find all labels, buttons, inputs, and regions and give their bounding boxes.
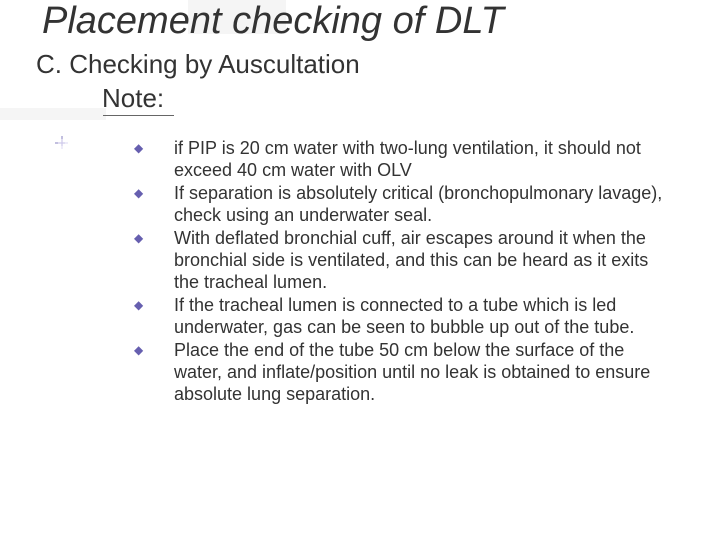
diamond-icon: ◆ [132,137,174,159]
bullet-list: ◆ if PIP is 20 cm water with two-lung ve… [132,137,677,406]
bullet-text: If the tracheal lumen is connected to a … [174,294,677,338]
diamond-icon: ◆ [132,227,174,249]
list-item: ◆ if PIP is 20 cm water with two-lung ve… [132,137,677,181]
corner-accent-icon [55,136,69,150]
list-item: ◆ With deflated bronchial cuff, air esca… [132,227,677,293]
bullet-text: If separation is absolutely critical (br… [174,182,677,226]
note-label: Note: [102,83,164,114]
diamond-icon: ◆ [132,339,174,361]
list-item: ◆ If separation is absolutely critical (… [132,182,677,226]
bg-stripe-left [0,108,106,120]
list-item: ◆ If the tracheal lumen is connected to … [132,294,677,338]
bullet-text: if PIP is 20 cm water with two-lung vent… [174,137,677,181]
bullet-text: Place the end of the tube 50 cm below th… [174,339,677,405]
slide-title: Placement checking of DLT [42,0,504,43]
diamond-icon: ◆ [132,294,174,316]
diamond-icon: ◆ [132,182,174,204]
bullet-text: With deflated bronchial cuff, air escape… [174,227,677,293]
slide-subtitle: C. Checking by Auscultation [36,49,360,80]
note-underline [103,115,174,116]
list-item: ◆ Place the end of the tube 50 cm below … [132,339,677,405]
